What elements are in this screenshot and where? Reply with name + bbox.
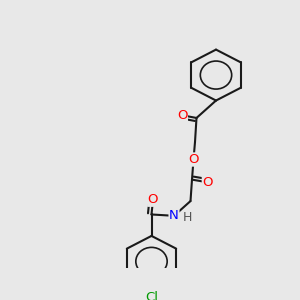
Text: N: N	[169, 209, 179, 222]
Text: O: O	[188, 153, 199, 166]
Text: O: O	[148, 193, 158, 206]
Text: O: O	[202, 176, 213, 189]
Text: H: H	[183, 211, 192, 224]
Text: O: O	[177, 109, 187, 122]
Text: Cl: Cl	[145, 291, 158, 300]
